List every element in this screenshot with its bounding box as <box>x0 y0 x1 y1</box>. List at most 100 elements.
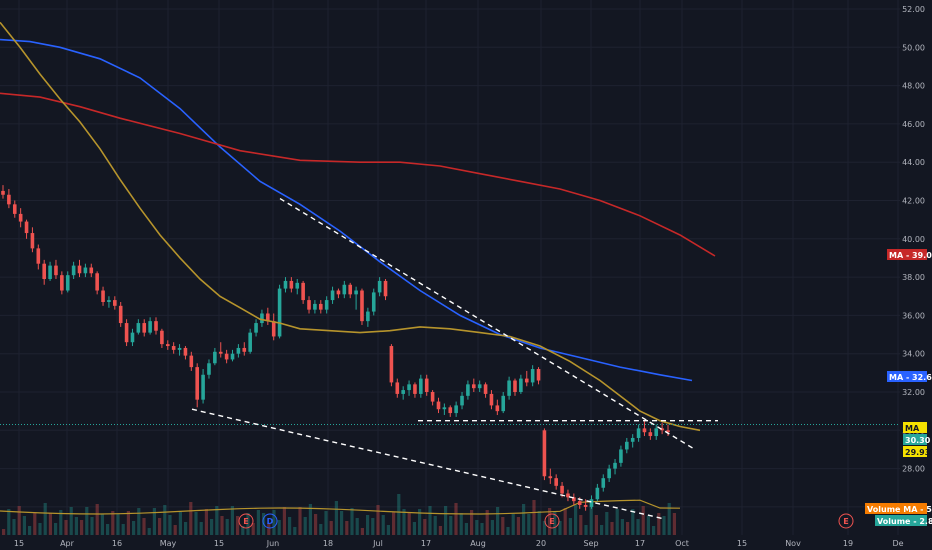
candle-body[interactable] <box>519 378 523 392</box>
candle-body[interactable] <box>436 401 441 410</box>
candle-body[interactable] <box>477 384 482 389</box>
candle-body[interactable] <box>36 248 41 264</box>
candle-body[interactable] <box>289 280 294 289</box>
candle-body[interactable] <box>572 497 576 502</box>
candle-body[interactable] <box>165 344 170 347</box>
candle-body[interactable] <box>124 323 129 343</box>
candle-body[interactable] <box>613 462 617 469</box>
candle-body[interactable] <box>413 384 417 394</box>
candle-body[interactable] <box>454 405 458 414</box>
candle-body[interactable] <box>442 407 447 410</box>
candle-body[interactable] <box>625 441 629 450</box>
candle-body[interactable] <box>583 504 588 507</box>
candle-body[interactable] <box>118 305 123 324</box>
candle-body[interactable] <box>318 303 323 310</box>
candle-body[interactable] <box>30 233 35 249</box>
candle-body[interactable] <box>460 395 464 406</box>
candle-body[interactable] <box>595 487 600 500</box>
candle-body[interactable] <box>189 355 194 368</box>
moving-average-line[interactable] <box>0 92 716 257</box>
candle-body[interactable] <box>177 347 182 350</box>
candle-body[interactable] <box>1 190 5 195</box>
candle-body[interactable] <box>430 392 435 402</box>
candle-body[interactable] <box>630 437 635 442</box>
candle-body[interactable] <box>524 378 529 383</box>
candle-body[interactable] <box>548 476 553 479</box>
candle-body[interactable] <box>466 384 470 396</box>
event-marker[interactable] <box>238 513 254 529</box>
candle-body[interactable] <box>65 275 70 291</box>
candle-body[interactable] <box>654 428 659 437</box>
candle-body[interactable] <box>489 393 494 406</box>
candle-body[interactable] <box>136 323 141 333</box>
candle-body[interactable] <box>54 265 58 276</box>
candle-body[interactable] <box>554 478 558 486</box>
candle-body[interactable] <box>507 380 511 396</box>
candle-body[interactable] <box>666 430 670 433</box>
candle-body[interactable] <box>501 395 506 412</box>
candle-body[interactable] <box>236 347 241 354</box>
candle-body[interactable] <box>148 321 152 333</box>
candle-body[interactable] <box>354 290 358 295</box>
candle-body[interactable] <box>195 367 200 400</box>
candle-body[interactable] <box>330 290 335 301</box>
candle-body[interactable] <box>424 378 429 392</box>
candle-body[interactable] <box>324 300 329 310</box>
candle-body[interactable] <box>248 332 252 352</box>
event-marker[interactable] <box>262 513 278 529</box>
candle-body[interactable] <box>130 332 135 343</box>
candle-body[interactable] <box>648 432 653 437</box>
candle-body[interactable] <box>183 347 188 356</box>
candle-body[interactable] <box>154 321 158 331</box>
candle-body[interactable] <box>224 353 229 360</box>
candle-body[interactable] <box>348 284 353 295</box>
candle-body[interactable] <box>295 282 300 289</box>
candle-body[interactable] <box>513 380 517 392</box>
candle-body[interactable] <box>83 267 88 274</box>
candle-body[interactable] <box>419 378 423 394</box>
candle-body[interactable] <box>266 313 270 322</box>
candle-body[interactable] <box>313 303 317 310</box>
candle-body[interactable] <box>260 313 264 324</box>
candle-body[interactable] <box>60 275 64 291</box>
candle-body[interactable] <box>171 346 176 350</box>
candle-body[interactable] <box>530 369 535 383</box>
candle-body[interactable] <box>660 428 664 431</box>
candle-body[interactable] <box>77 265 82 274</box>
candle-body[interactable] <box>24 221 29 234</box>
candle-body[interactable] <box>607 468 611 479</box>
candle-body[interactable] <box>89 267 94 274</box>
candle-body[interactable] <box>71 265 76 276</box>
candle-body[interactable] <box>307 300 311 310</box>
candle-body[interactable] <box>483 384 488 394</box>
candle-body[interactable] <box>271 321 276 337</box>
candle-body[interactable] <box>342 284 347 295</box>
candle-body[interactable] <box>42 263 46 280</box>
candle-body[interactable] <box>277 288 282 337</box>
candle-body[interactable] <box>371 292 376 312</box>
candle-body[interactable] <box>395 382 400 394</box>
candle-body[interactable] <box>542 430 547 477</box>
candle-body[interactable] <box>448 407 453 414</box>
candle-body[interactable] <box>7 194 11 205</box>
candle-body[interactable] <box>142 323 147 333</box>
candle-body[interactable] <box>242 347 247 352</box>
candle-body[interactable] <box>18 213 23 222</box>
event-marker[interactable] <box>544 513 560 529</box>
candle-body[interactable] <box>619 449 623 463</box>
candle-body[interactable] <box>601 478 606 488</box>
candle-body[interactable] <box>389 346 394 383</box>
candle-body[interactable] <box>401 390 405 394</box>
candle-body[interactable] <box>283 280 288 289</box>
candle-body[interactable] <box>366 311 370 322</box>
candle-body[interactable] <box>536 369 541 381</box>
candle-body[interactable] <box>101 290 105 302</box>
moving-average-line[interactable] <box>0 38 693 382</box>
candle-body[interactable] <box>213 351 217 364</box>
candle-body[interactable] <box>383 280 388 297</box>
candle-body[interactable] <box>218 351 223 354</box>
candle-body[interactable] <box>254 323 258 333</box>
candle-body[interactable] <box>407 384 411 391</box>
